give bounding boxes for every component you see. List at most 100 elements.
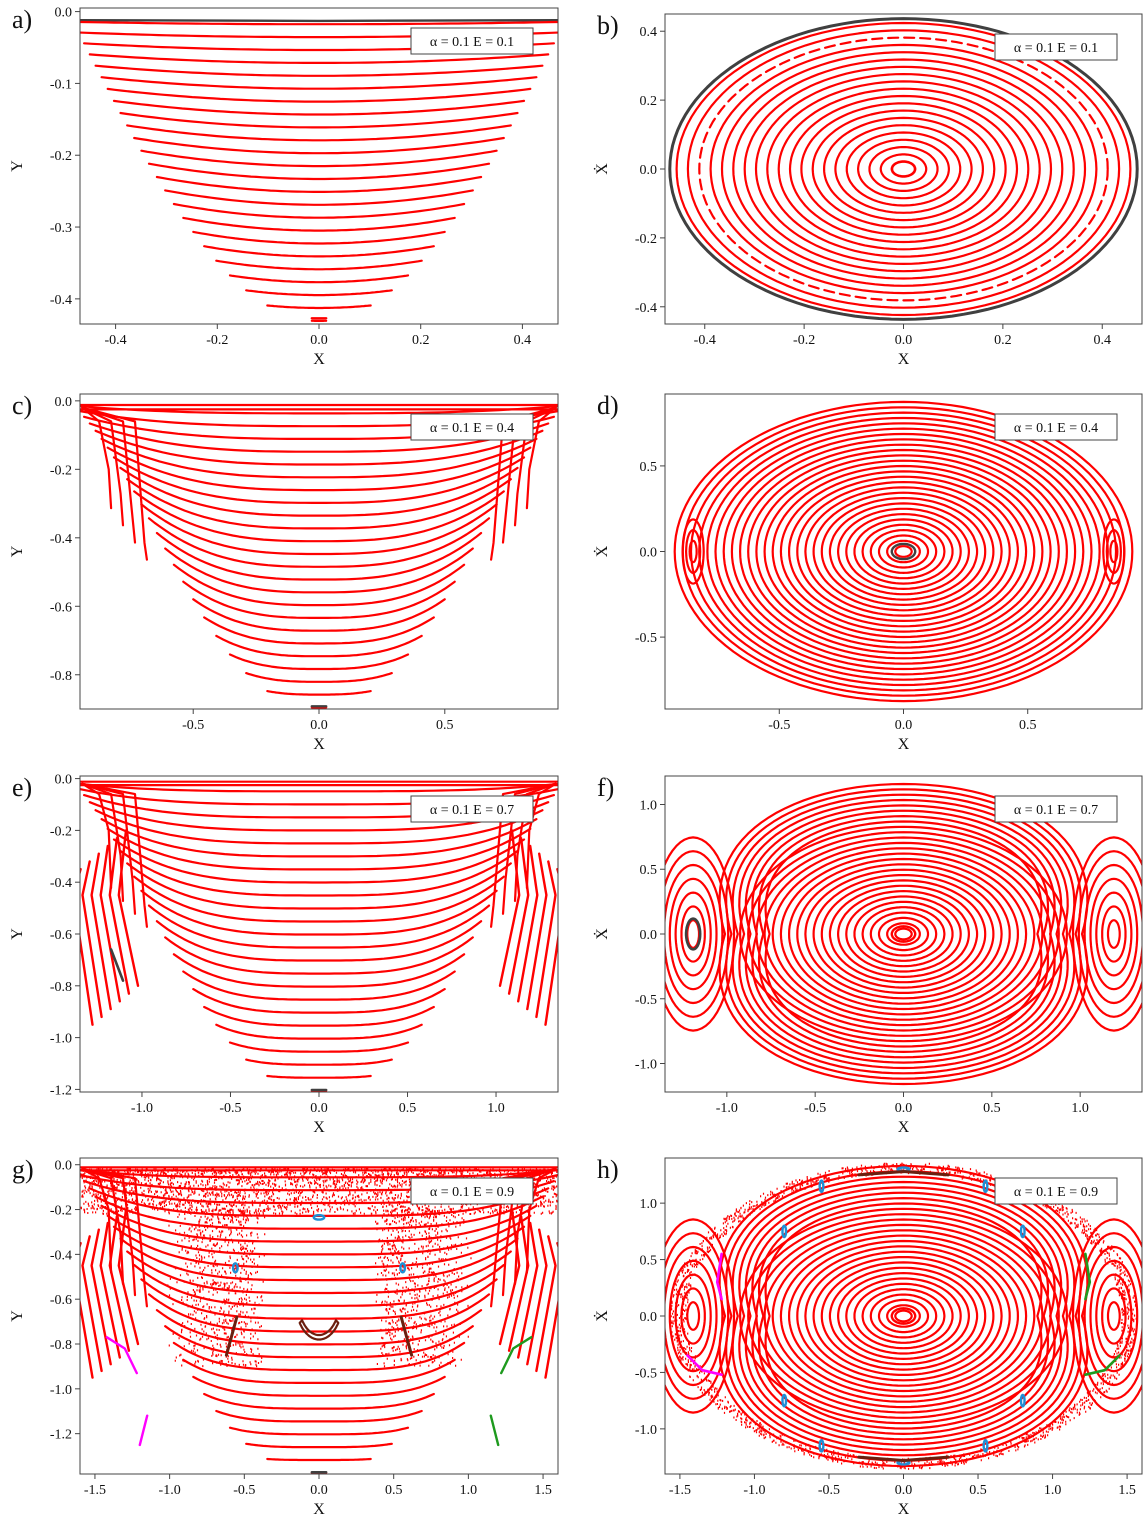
x-tick-label: 1.0 — [1044, 1483, 1062, 1498]
side-island — [1089, 1259, 1139, 1373]
orbit-curve — [845, 513, 962, 590]
orbit-curve — [192, 1375, 446, 1397]
y-tick-label: -0.2 — [50, 149, 72, 164]
orbit-curve — [245, 672, 393, 683]
panel-2-data — [80, 403, 558, 709]
orbit-curve — [747, 831, 1060, 1037]
side-island — [1105, 529, 1122, 574]
side-island — [668, 1259, 718, 1373]
green-island — [500, 1336, 533, 1375]
island-arc — [99, 844, 121, 1003]
orbit-curve — [164, 547, 474, 594]
orbit-curve — [834, 124, 973, 214]
orbit-curve — [820, 1261, 987, 1371]
orbit-curve — [215, 259, 423, 271]
x-tick-label: -1.5 — [84, 1483, 106, 1498]
orbit-curve — [203, 245, 435, 258]
panel-4-axes: -1.0 -0.5 0.0 0.5 1.0 0.0 -0.2 -0.4 -0.6 -0.8 -1.0… — [9, 773, 559, 1136]
orbit-curve — [764, 1202, 1043, 1430]
legend-label: α = 0.1 E = 0.4 — [430, 421, 514, 436]
orbit-curve — [720, 51, 1087, 287]
orbit-curve — [147, 904, 491, 949]
orbit-curve — [812, 1256, 995, 1376]
orbit-curve — [788, 1239, 1019, 1393]
legend-box — [994, 1177, 1118, 1205]
orbit-curve — [94, 1195, 544, 1230]
center-orbit — [890, 160, 917, 178]
separatrix-curve — [81, 782, 148, 928]
orbit-curve — [739, 1207, 1068, 1425]
orbit-curve — [228, 653, 410, 671]
side-island — [685, 529, 702, 574]
orbit-curve — [88, 422, 550, 453]
brown-island — [399, 1315, 414, 1357]
separatrix-curve — [81, 782, 137, 915]
legend-label: α = 0.1 E = 0.9 — [430, 1185, 514, 1200]
y-tick-label: 0.2 — [640, 94, 658, 109]
y-tick-label: 0.0 — [640, 1310, 658, 1325]
orbit-curve — [788, 94, 1019, 244]
y-tick-label: -1.2 — [50, 1083, 72, 1098]
orbit-curve — [879, 153, 928, 185]
x-tick-label: 1.0 — [460, 1483, 478, 1498]
orbit-curve — [133, 136, 505, 155]
x-tick-label: 0.0 — [895, 333, 913, 348]
y-tick-label: -0.1 — [50, 77, 72, 92]
side-island — [681, 518, 705, 585]
magenta-island — [138, 1414, 149, 1447]
panel-7-data — [665, 1162, 1142, 1470]
island-arc — [526, 1228, 548, 1366]
orbit-curve — [119, 849, 519, 897]
x-tick-label: -0.4 — [105, 333, 127, 348]
island-arc — [535, 1235, 557, 1373]
orbit-curve — [886, 922, 921, 946]
orbit-curve — [80, 20, 558, 26]
y-tick-label: -0.4 — [50, 1248, 72, 1263]
island-arc — [544, 868, 558, 1026]
orbit-curve — [228, 1041, 410, 1053]
orbit-curve — [744, 1186, 1063, 1446]
orbit-curve — [722, 432, 1085, 671]
orbit-curve — [192, 598, 446, 632]
orbit-curve — [155, 531, 483, 581]
x-tick-label: -1.0 — [159, 1483, 181, 1498]
x-tick-label: 0.5 — [436, 718, 454, 733]
side-island — [665, 850, 730, 1018]
orbit-curve — [823, 116, 984, 222]
island-arc — [108, 837, 131, 995]
y-tick-label: -0.2 — [50, 824, 72, 839]
orbit-curve — [140, 1278, 498, 1320]
side-island — [1095, 891, 1133, 977]
y-tick-label: -0.4 — [50, 876, 72, 891]
orbit-curve — [88, 801, 550, 832]
orbit-curve — [747, 448, 1060, 655]
panel-6-axes: -1.5 -1.0 -0.5 0.0 0.5 1.0 1.5 0.0 -0.2 -0.4 -0.6 -… — [9, 1155, 559, 1518]
orbit-curve — [112, 456, 526, 504]
side-island — [680, 1287, 706, 1345]
x-tick-label: 0.0 — [310, 1483, 328, 1498]
y-tick-label: 1.0 — [640, 798, 658, 813]
orbit-curve — [804, 486, 1003, 617]
orbit-curve — [837, 1272, 970, 1360]
orbit-curve — [732, 58, 1075, 280]
y-tick-label: 0.0 — [55, 395, 73, 410]
x-tick-label: -0.5 — [818, 1483, 840, 1498]
orbit-curve — [147, 1293, 491, 1333]
blue-island — [231, 1262, 239, 1274]
y-tick-label: -0.6 — [50, 600, 72, 615]
orbit-curve — [80, 782, 558, 793]
orbit-curve — [215, 1409, 423, 1423]
island-arc — [507, 837, 530, 995]
x-tick-label: 0.2 — [412, 333, 430, 348]
orbit-curve — [172, 1341, 466, 1372]
y-tick-label: -0.4 — [50, 532, 72, 547]
orbit-curve — [751, 809, 1056, 1059]
orbit-curve — [140, 889, 498, 936]
y-tick-label: -0.4 — [50, 293, 72, 308]
panel-7-axes: -1.5 -1.0 -0.5 0.0 0.5 1.0 1.5 1.0 0.5 0.0 -0.5 -1.… — [593, 1155, 1143, 1518]
orbit-curve — [133, 875, 505, 923]
legend-box — [994, 413, 1118, 441]
y-tick-label: -0.8 — [50, 669, 72, 684]
orbit-curve — [673, 400, 1134, 703]
